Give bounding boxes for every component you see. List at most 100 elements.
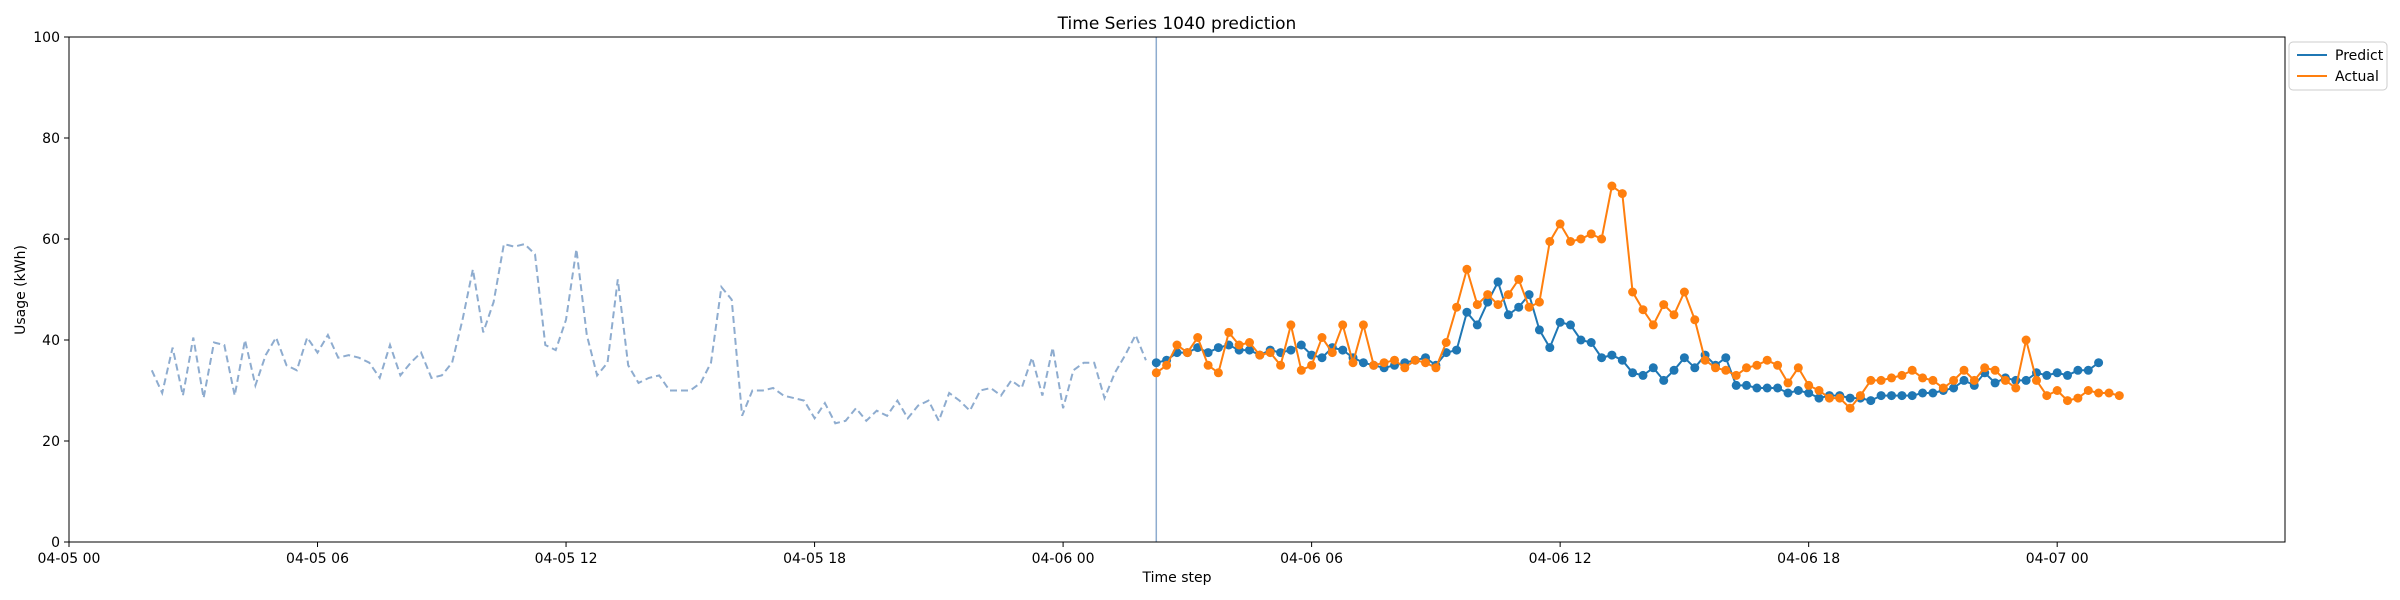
actual-series-point xyxy=(1969,375,1979,385)
actual-series-point xyxy=(1907,365,1917,375)
y-tick-label: 60 xyxy=(42,232,60,248)
actual-series-point xyxy=(1855,391,1865,401)
predict-series-point xyxy=(1742,380,1751,390)
actual-series-point xyxy=(2032,375,2041,385)
history-series xyxy=(150,242,1147,425)
actual-series-point xyxy=(1845,403,1855,413)
predict-series-point xyxy=(2042,370,2052,380)
actual-series-point xyxy=(1307,360,1317,370)
actual-series-point xyxy=(2114,391,2124,401)
predict-series-point xyxy=(1503,310,1513,320)
actual-series-point xyxy=(1286,320,1296,330)
predict-series-point xyxy=(2021,375,2031,385)
actual-series-point xyxy=(1690,315,1700,325)
predict-series-point xyxy=(1783,388,1793,398)
actual-series-point xyxy=(1669,310,1679,320)
actual-series-point xyxy=(1410,355,1420,365)
actual-series-point xyxy=(2094,388,2104,398)
predict-series-point xyxy=(1731,380,1741,390)
actual-series-point xyxy=(1162,360,1172,370)
actual-series-point xyxy=(1887,373,1896,383)
actual-series-point xyxy=(1514,274,1524,284)
y-tick-label: 20 xyxy=(42,434,60,450)
predict-series-point xyxy=(1793,386,1803,395)
legend: Predict Actual xyxy=(2288,41,2388,91)
predict-series-point xyxy=(1462,307,1472,317)
actual-series-point xyxy=(1493,300,1503,310)
predict-series-point xyxy=(2063,370,2072,380)
predict-series-point xyxy=(1586,338,1596,347)
predict-series-point xyxy=(1534,325,1544,335)
actual-series-point xyxy=(1576,234,1586,244)
actual-series-point xyxy=(1255,350,1265,360)
actual-series-point xyxy=(1462,264,1472,274)
predict-series-point xyxy=(1617,355,1627,365)
actual-series-point xyxy=(1990,365,2000,375)
actual-series-point xyxy=(1555,219,1565,229)
history-series-line xyxy=(150,242,1147,425)
actual-series-point xyxy=(1390,355,1399,365)
actual-series-point xyxy=(1617,189,1627,199)
predict-series-point xyxy=(1669,365,1679,375)
predict-series-point xyxy=(1897,391,1907,401)
actual-series-point xyxy=(2052,386,2062,395)
predict-series-point xyxy=(1928,388,1938,398)
predict-series-point xyxy=(1472,320,1482,330)
actual-series-point xyxy=(1483,290,1493,300)
actual-series-point xyxy=(1866,375,1876,385)
actual-series-point xyxy=(1224,327,1234,337)
actual-series-point xyxy=(1245,338,1254,347)
predict-series-point xyxy=(1245,345,1254,355)
x-tick-label: 04-07 00 xyxy=(2026,551,2089,567)
y-tick-label: 40 xyxy=(42,333,60,349)
actual-series-point xyxy=(1182,348,1192,358)
actual-series-point xyxy=(1659,300,1669,310)
predict-series-point xyxy=(1493,277,1503,287)
actual-series-point xyxy=(2063,396,2072,406)
y-tick-label: 0 xyxy=(51,535,60,551)
actual-series-point xyxy=(1265,348,1275,358)
predict-series-point xyxy=(2094,358,2104,368)
predict-series-point xyxy=(1607,350,1617,360)
actual-series-point xyxy=(1452,302,1462,312)
actual-series-point xyxy=(1773,360,1783,370)
predict-series-point xyxy=(1566,320,1575,330)
predict-series-point xyxy=(1576,335,1586,345)
actual-series-point xyxy=(1959,365,1969,375)
predict-series-point xyxy=(1545,343,1555,353)
predict-series-point xyxy=(1679,353,1689,363)
actual-series-point xyxy=(1327,348,1337,358)
actual-series-point xyxy=(1534,297,1544,307)
actual-series-point xyxy=(1586,229,1596,239)
predict-series-point xyxy=(1452,345,1462,355)
predict-series-point xyxy=(1597,353,1607,363)
predict-series-point xyxy=(1317,353,1327,363)
predict-series-point xyxy=(1524,290,1534,300)
predict-series-point xyxy=(1296,340,1306,350)
actual-series-point xyxy=(1648,320,1658,330)
actual-series-point xyxy=(1203,360,1213,370)
predict-series-point xyxy=(1358,358,1368,368)
actual-series-point xyxy=(1897,370,1907,380)
actual-series-point xyxy=(1441,338,1451,347)
actual-series-point xyxy=(1400,363,1410,373)
predict-series-point xyxy=(1638,370,1648,380)
predict-series-point xyxy=(1648,363,1658,373)
actual-series-point xyxy=(1938,383,1948,393)
predict-series-point xyxy=(2073,365,2083,375)
series-layer xyxy=(150,181,2124,425)
x-tick-label: 04-06 00 xyxy=(1032,551,1095,567)
y-tick-label: 80 xyxy=(42,131,60,147)
actual-series-point xyxy=(1358,320,1368,330)
x-tick-label: 04-05 12 xyxy=(535,551,598,567)
predict-series-point xyxy=(1887,391,1896,401)
actual-series-point xyxy=(2021,335,2031,345)
actual-series-point xyxy=(1835,393,1845,403)
predict-series-point xyxy=(1555,317,1565,327)
actual-series-line xyxy=(1155,184,2120,410)
x-tick-label: 04-06 12 xyxy=(1529,551,1592,567)
predict-series-point xyxy=(1338,345,1348,355)
actual-series-point xyxy=(1431,363,1441,373)
predict-series-point xyxy=(1213,343,1223,353)
